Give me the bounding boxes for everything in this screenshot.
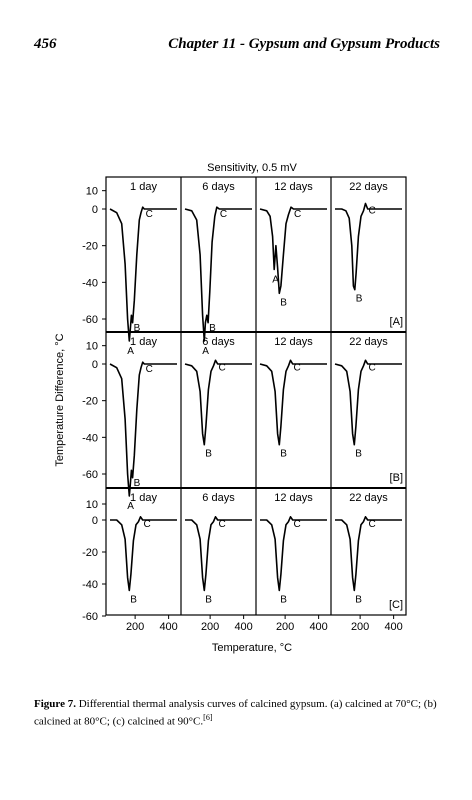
- peak-label-b: B: [355, 594, 362, 605]
- caption-label: Figure 7.: [34, 698, 76, 710]
- x-axis-label: Temperature, °C: [212, 642, 292, 654]
- y-tick-label: -40: [82, 277, 98, 289]
- peak-label-b: B: [209, 323, 216, 334]
- x-tick-label: 400: [159, 621, 177, 633]
- y-tick-label: -20: [82, 241, 98, 253]
- peak-label-c: C: [220, 209, 227, 220]
- y-tick-label: -60: [82, 314, 98, 326]
- y-axis-label: Temperature Difference, °C: [54, 333, 66, 466]
- peak-label-b: B: [355, 449, 362, 460]
- x-tick-label: 200: [201, 621, 219, 633]
- dta-curve: [110, 516, 177, 592]
- panel-title: 22 days: [349, 336, 388, 348]
- x-tick-label: 200: [126, 621, 144, 633]
- row-tag: [C]: [389, 599, 403, 611]
- y-tick-label: -60: [82, 611, 98, 623]
- chapter-title: Chapter 11 - Gypsum and Gypsum Products: [168, 36, 440, 52]
- peak-label-c: C: [368, 519, 375, 530]
- row-tag: [B]: [390, 472, 403, 484]
- peak-label-c: C: [146, 364, 153, 375]
- peak-label-c: C: [218, 519, 225, 530]
- dta-curve: [184, 359, 252, 446]
- peak-label-c: C: [146, 209, 153, 220]
- peak-label-a: A: [202, 346, 209, 357]
- caption-ref: [6]: [203, 713, 213, 722]
- peak-label-a: A: [127, 501, 134, 512]
- panel-title: 6 days: [202, 181, 235, 193]
- x-tick-label: 400: [234, 621, 252, 633]
- figure-caption: Figure 7. Differential thermal analysis …: [34, 697, 442, 729]
- peak-label-a: A: [127, 346, 134, 357]
- y-tick-label: 0: [92, 515, 98, 527]
- dta-curve: [184, 206, 252, 342]
- peak-label-c: C: [368, 362, 375, 373]
- y-tick-label: -60: [82, 469, 98, 481]
- dta-curve: [259, 206, 327, 295]
- peak-label-b: B: [356, 294, 363, 305]
- y-tick-label: -20: [82, 396, 98, 408]
- peak-label-b: B: [280, 594, 287, 605]
- dta-curve: [260, 516, 327, 592]
- y-tick-label: 0: [92, 204, 98, 216]
- panel-title: 1 day: [130, 181, 157, 193]
- panel-title: 12 days: [274, 181, 313, 193]
- peak-label-c: C: [143, 519, 150, 530]
- dta-curve: [335, 202, 402, 291]
- peak-label-b: B: [280, 449, 287, 460]
- dta-curve: [259, 359, 327, 446]
- panel-title: 6 days: [202, 492, 235, 504]
- panel-title: 1 day: [130, 492, 157, 504]
- peak-label-b: B: [130, 594, 137, 605]
- row-tag: [A]: [390, 316, 403, 328]
- dta-curve: [109, 206, 177, 342]
- y-tick-label: 0: [92, 359, 98, 371]
- peak-label-c: C: [294, 209, 301, 220]
- peak-label-a: A: [272, 275, 279, 286]
- y-tick-label: 10: [86, 341, 98, 353]
- caption-text: Differential thermal analysis curves of …: [34, 698, 437, 728]
- x-tick-label: 200: [351, 621, 369, 633]
- dta-curve: [334, 359, 402, 446]
- y-tick-label: -20: [82, 547, 98, 559]
- panel-title: 12 days: [274, 336, 313, 348]
- panel-title: 22 days: [349, 492, 388, 504]
- peak-label-c: C: [293, 519, 300, 530]
- peak-label-c: C: [368, 206, 375, 217]
- peak-label-c: C: [293, 362, 300, 373]
- peak-label-b: B: [134, 323, 141, 334]
- x-tick-label: 200: [276, 621, 294, 633]
- peak-label-c: C: [218, 362, 225, 373]
- x-tick-label: 400: [384, 621, 402, 633]
- sensitivity-label: Sensitivity, 0.5 mV: [207, 162, 297, 174]
- dta-curve: [185, 516, 252, 592]
- panel-title: 6 days: [202, 336, 235, 348]
- panel-title: 22 days: [349, 181, 388, 193]
- peak-label-b: B: [134, 478, 141, 489]
- dta-curve: [335, 516, 402, 592]
- y-tick-label: -40: [82, 432, 98, 444]
- peak-label-b: B: [205, 594, 212, 605]
- y-tick-label: 10: [86, 499, 98, 511]
- peak-label-b: B: [280, 297, 287, 308]
- panel-title: 12 days: [274, 492, 313, 504]
- page-number: 456: [34, 36, 57, 52]
- x-tick-label: 400: [309, 621, 327, 633]
- peak-label-b: B: [205, 449, 212, 460]
- dta-curve: [109, 361, 177, 497]
- y-tick-label: 10: [86, 186, 98, 198]
- y-tick-label: -40: [82, 579, 98, 591]
- panel-title: 1 day: [130, 336, 157, 348]
